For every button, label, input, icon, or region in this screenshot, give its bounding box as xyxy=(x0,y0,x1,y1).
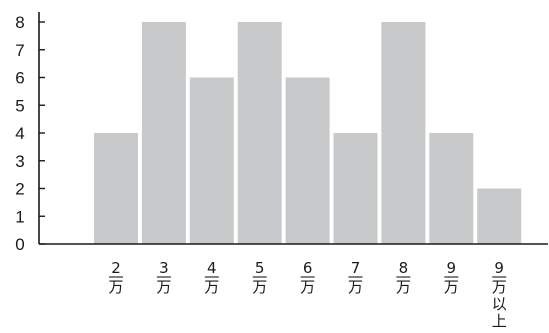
x-tick-label-part: 万 xyxy=(348,278,363,296)
bar-7 xyxy=(381,22,426,244)
x-tick-label-part: 2 xyxy=(111,259,121,277)
x-tick-label-part: 万 xyxy=(204,278,219,296)
x-tick-label-part: 以 xyxy=(492,295,507,313)
x-tick-label-1: 2万 xyxy=(108,259,123,296)
x-tick-label-8: 9万 xyxy=(444,259,459,296)
y-tick-label: 7 xyxy=(15,41,24,60)
bars-group xyxy=(94,22,522,244)
bar-8 xyxy=(429,133,474,244)
bar-4 xyxy=(237,22,282,244)
x-tick-label-part: 万 xyxy=(108,278,123,296)
x-tick-label-part: 万 xyxy=(252,278,267,296)
bar-5 xyxy=(285,77,330,244)
x-tick-label-part: 万 xyxy=(156,278,171,296)
y-tick-label: 4 xyxy=(15,124,24,143)
x-tick-label-2: 3万 xyxy=(156,259,171,296)
x-tick-label-3: 4万 xyxy=(204,259,219,296)
x-tick-label-part: 9 xyxy=(494,259,504,277)
y-tick-label: 5 xyxy=(15,96,24,115)
x-tick-label-part: 5 xyxy=(255,259,265,277)
x-tick-label-part: 上 xyxy=(492,312,507,330)
y-axis: 0 1 2 3 4 5 6 7 8 xyxy=(15,12,45,254)
bar-3 xyxy=(189,77,234,244)
x-tick-label-part: 6 xyxy=(303,259,313,277)
bar-6 xyxy=(333,133,378,244)
y-tick-label: 1 xyxy=(15,207,24,226)
x-tick-label-part: 7 xyxy=(351,259,361,277)
x-tick-label-part: 万 xyxy=(492,278,507,296)
bar-9 xyxy=(477,188,522,244)
bar-2 xyxy=(141,22,186,244)
y-tick-label: 8 xyxy=(15,13,24,32)
bar-1 xyxy=(94,133,138,244)
x-tick-label-6: 7万 xyxy=(348,259,363,296)
x-tick-label-4: 5万 xyxy=(252,259,267,296)
x-tick-label-part: 4 xyxy=(207,259,217,277)
y-tick-label: 2 xyxy=(15,180,24,199)
x-tick-label-7: 8万 xyxy=(396,259,411,296)
x-tick-label-part: 万 xyxy=(444,278,459,296)
y-tick-label: 3 xyxy=(15,152,24,171)
x-tick-label-part: 万 xyxy=(396,278,411,296)
x-tick-label-part: 3 xyxy=(159,259,169,277)
x-tick-label-part: 8 xyxy=(399,259,409,277)
x-tick-label-5: 6万 xyxy=(300,259,315,296)
y-tick-label: 6 xyxy=(15,69,24,88)
y-tick-label: 0 xyxy=(15,235,24,254)
x-tick-label-part: 9 xyxy=(447,259,457,277)
x-tick-label-part: 万 xyxy=(300,278,315,296)
